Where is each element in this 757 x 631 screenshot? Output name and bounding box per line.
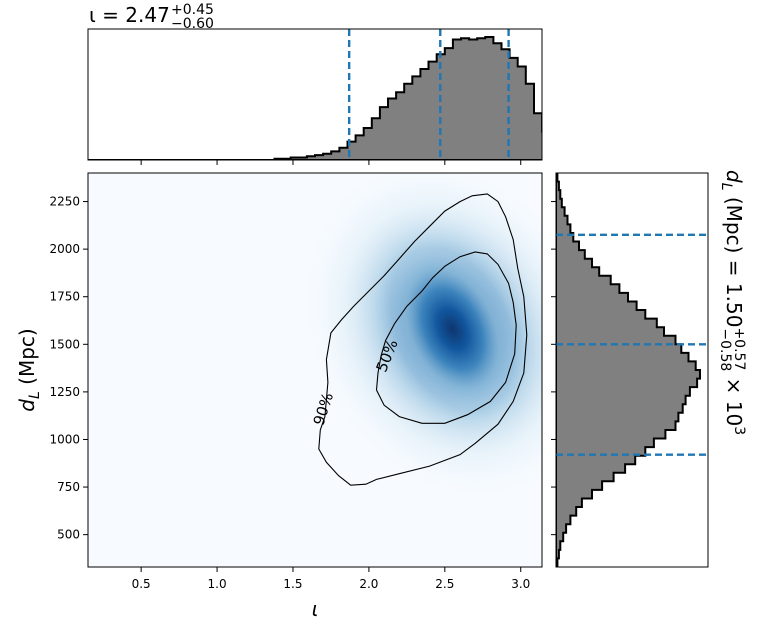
x-axis-label: ι — [312, 597, 319, 621]
right-marginal-frame — [555, 172, 709, 568]
top-marginal-x-ticks — [140, 160, 522, 165]
top-marginal-title: ι = 2.47+0.45 −0.60 — [89, 2, 214, 32]
x-tick-label: 2.5 — [435, 577, 454, 591]
y-tick-label: 750 — [57, 480, 80, 494]
top-marginal-panel: ι = 2.47+0.45 −0.60 — [87, 2, 543, 165]
y-tick-label: 2000 — [49, 242, 80, 256]
right-marginal-y-ticks — [551, 201, 556, 536]
x-tick-label: 1.5 — [283, 577, 302, 591]
x-tick-label: 3.0 — [511, 577, 530, 591]
y-tick-label: 500 — [57, 528, 80, 542]
contour-50pct — [375, 251, 517, 424]
y-tick-label: 1500 — [49, 337, 80, 351]
density-heatmap — [303, 173, 542, 497]
top-marginal-frame — [87, 28, 543, 161]
y-tick-label: 1250 — [49, 385, 80, 399]
right-marginal-histogram — [556, 173, 701, 567]
contour-90pct — [318, 193, 528, 486]
density-blob-2 — [390, 248, 514, 410]
x-tick-label: 0.5 — [132, 577, 151, 591]
right-quantile-lines — [556, 233, 708, 456]
y-tick-label: 1750 — [49, 290, 80, 304]
joint-frame — [87, 172, 543, 568]
y-tick-label: 1000 — [49, 432, 80, 446]
x-tick-label: 1.0 — [208, 577, 227, 591]
joint-x-ticks: 0.5 1.0 1.5 2.0 2.5 3.0 — [132, 567, 530, 591]
x-tick-label: 2.0 — [359, 577, 378, 591]
right-marginal-title: dL (Mpc) = 1.50+0.57−0.58 × 103 — [717, 170, 747, 435]
joint-panel: 50%90% 0.5 1.0 1.5 2.0 2.5 3.0 50075010001250… — [15, 172, 543, 621]
y-tick-label: 2250 — [49, 195, 80, 209]
joint-y-ticks: 500 750 1000 1250 1500 1750 2000 2250 — [49, 195, 88, 542]
y-axis-label: dL (Mpc) — [15, 328, 43, 411]
right-marginal-panel: dL (Mpc) = 1.50+0.57−0.58 × 103 — [551, 170, 747, 568]
top-marginal-histogram — [88, 36, 542, 160]
